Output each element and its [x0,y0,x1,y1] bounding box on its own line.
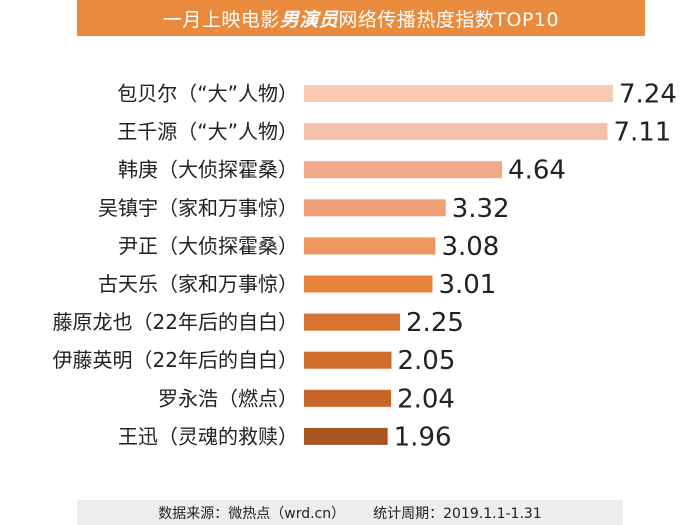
category-label: 包贝尔（“大”人物） [117,82,298,106]
chart-title: 一月上映电影 男演员 网络传播热度指数TOP10 [77,0,645,36]
bar [304,351,392,369]
category-label: 王千源（“大”人物） [117,120,298,144]
bar [304,123,608,141]
bar [304,427,388,445]
value-label: 1.96 [394,422,452,452]
bar [304,85,613,102]
value-label: 7.11 [613,118,671,148]
value-label: 3.32 [452,194,510,224]
category-label: 尹正（大侦探霍桑） [118,234,298,258]
category-label: 吴镇宇（家和万事惊） [98,196,298,220]
source-footer: 数据来源：微热点（wrd.cn） 统计周期：2019.1.1-1.31 [77,500,623,525]
value-label: 4.64 [508,156,566,186]
bar [304,389,392,407]
bar [304,199,446,217]
bar [304,313,401,331]
chart-title-before: 一月上映电影 [162,8,280,31]
chart-title-after: 网络传播热度指数TOP10 [338,8,560,31]
value-label: 2.25 [406,308,464,338]
data-source-text: 数据来源：微热点（wrd.cn） [158,505,346,522]
value-label: 7.24 [619,80,677,110]
value-label: 3.01 [438,270,496,300]
category-label: 藤原龙也（22年后的自白） [53,310,298,334]
category-label: 伊藤英明（22年后的自白） [53,348,298,372]
stat-period-text: 统计周期：2019.1.1-1.31 [373,505,542,522]
value-label: 2.04 [397,384,455,414]
category-label: 韩庚（大侦探霍桑） [118,158,298,182]
value-label: 3.08 [441,232,499,262]
category-label: 罗永浩（燃点） [158,386,298,410]
bar [304,161,503,179]
bar [304,237,436,255]
value-label: 2.05 [397,346,455,376]
chart-title-emphasis: 男演员 [279,8,339,31]
bar-chart: 包贝尔（“大”人物） 7.24 王千源（“大”人物） 7.11 韩庚（大侦探霍桑） 4.6… [53,80,677,453]
bar [304,275,433,293]
category-label: 王迅（灵魂的救赎） [118,424,298,448]
category-label: 古天乐（家和万事惊） [98,272,298,296]
